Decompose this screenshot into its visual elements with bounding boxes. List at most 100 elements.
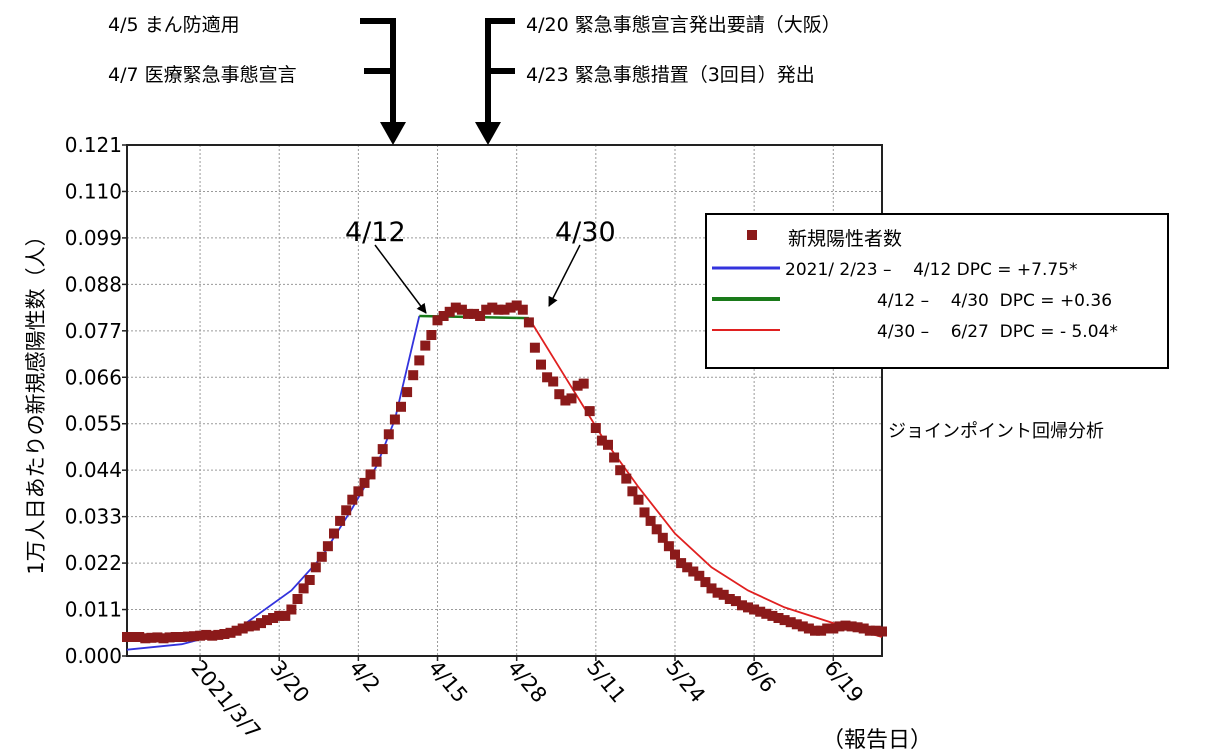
data-point xyxy=(779,615,790,626)
y-tick-label: 0.088 xyxy=(65,272,122,296)
y-tick-label: 0.011 xyxy=(65,598,122,622)
data-point xyxy=(146,632,157,643)
data-point xyxy=(432,315,443,326)
data-point xyxy=(219,629,230,639)
y-axis: 0.000 0.011 0.022 0.033 0.044 0.055 0.066 0.077… xyxy=(65,133,127,668)
y-tick-label: 0.033 xyxy=(65,505,122,529)
event-arrow-left xyxy=(380,122,406,145)
data-point xyxy=(359,477,370,488)
data-point xyxy=(542,372,553,383)
data-point xyxy=(858,623,869,634)
data-point xyxy=(700,577,711,588)
data-point xyxy=(828,623,839,634)
event-bracket-right xyxy=(485,18,515,125)
legend-label-red: 4/30 – 6/27 DPC = - 5.04* xyxy=(877,322,1118,342)
y-tick-label: 0.121 xyxy=(65,133,122,157)
event-label-4-23: 4/23 緊急事態措置（3回目）発出 xyxy=(526,64,815,86)
data-point xyxy=(536,359,546,370)
data-point xyxy=(737,600,747,611)
data-point xyxy=(511,300,522,311)
data-point xyxy=(426,330,437,340)
data-point xyxy=(450,302,461,313)
data-point xyxy=(694,570,705,581)
data-point xyxy=(207,630,218,641)
y-tick-label: 0.055 xyxy=(65,412,122,436)
data-point xyxy=(663,541,674,552)
data-point xyxy=(785,617,796,628)
data-point xyxy=(627,486,638,497)
fit-line-3 xyxy=(528,317,883,638)
data-point xyxy=(767,610,778,621)
data-point xyxy=(596,435,607,446)
data-point xyxy=(761,608,772,619)
data-point xyxy=(706,583,717,594)
data-point xyxy=(852,622,863,633)
data-point xyxy=(420,340,431,351)
data-point xyxy=(225,627,236,638)
data-point xyxy=(803,623,814,634)
data-point xyxy=(140,633,151,644)
data-point xyxy=(773,613,784,623)
y-tick-label: 0.000 xyxy=(65,644,122,668)
data-point xyxy=(688,566,699,577)
data-point xyxy=(840,620,851,631)
data-point xyxy=(724,594,735,604)
data-point xyxy=(444,306,455,317)
x-tick-label: 3/20 xyxy=(265,656,314,708)
data-point xyxy=(475,311,486,321)
data-point xyxy=(249,620,260,631)
data-point xyxy=(414,355,425,366)
x-axis: 2021/3/7 3/20 4/2 4/15 4/28 5/11 5/24 6/6 6/19 xyxy=(186,656,868,744)
data-point xyxy=(243,621,254,632)
data-point xyxy=(463,308,473,319)
x-tick-label: 4/2 xyxy=(345,656,385,697)
method-note: ジョインポイント回帰分析 xyxy=(888,421,1104,442)
data-point xyxy=(603,439,613,450)
data-point xyxy=(335,515,346,526)
data-point xyxy=(322,541,333,552)
event-bracket-left xyxy=(360,18,396,125)
data-point xyxy=(268,613,279,623)
plot-frame xyxy=(126,144,883,657)
event-label-4-5: 4/5 まん防適用 xyxy=(108,14,240,36)
joinpoint-label-2: 4/30 xyxy=(555,217,616,248)
data-point xyxy=(396,401,406,412)
data-point xyxy=(529,342,540,353)
data-point xyxy=(134,632,145,642)
data-point xyxy=(353,486,364,497)
data-point xyxy=(864,625,875,636)
data-point xyxy=(615,465,626,476)
data-point xyxy=(365,469,376,480)
data-point xyxy=(560,395,571,406)
data-point xyxy=(122,632,132,642)
legend-label-blue: 2021/ 2/23 – 4/12 DPC = +7.75* xyxy=(785,260,1078,280)
data-point xyxy=(743,602,753,613)
y-tick-label: 0.044 xyxy=(65,458,122,482)
legend-frame xyxy=(705,213,1169,369)
data-point xyxy=(176,632,187,642)
data-point xyxy=(456,304,467,315)
data-point xyxy=(408,370,419,381)
data-point xyxy=(231,625,242,636)
joinpoint-arrow-1 xyxy=(374,244,427,314)
x-tick-label: 5/24 xyxy=(661,656,710,708)
data-point xyxy=(639,507,650,518)
x-axis-note: （報告日） xyxy=(822,728,933,753)
y-axis-title: 1万人日あたりの新規感陽性数（人） xyxy=(24,225,48,575)
data-point xyxy=(554,389,565,400)
x-tick-label: 2021/3/7 xyxy=(186,656,265,744)
data-point xyxy=(402,387,413,398)
data-point xyxy=(791,619,802,630)
data-point xyxy=(280,610,291,621)
data-point xyxy=(670,549,680,560)
y-tick-label: 0.066 xyxy=(65,365,122,389)
x-tick-label: 6/19 xyxy=(819,656,868,708)
data-point xyxy=(286,604,297,615)
data-point xyxy=(718,589,729,600)
data-point xyxy=(341,505,352,516)
data-point xyxy=(572,380,583,391)
data-point xyxy=(371,456,382,467)
data-point xyxy=(730,596,741,607)
data-point xyxy=(609,452,620,463)
